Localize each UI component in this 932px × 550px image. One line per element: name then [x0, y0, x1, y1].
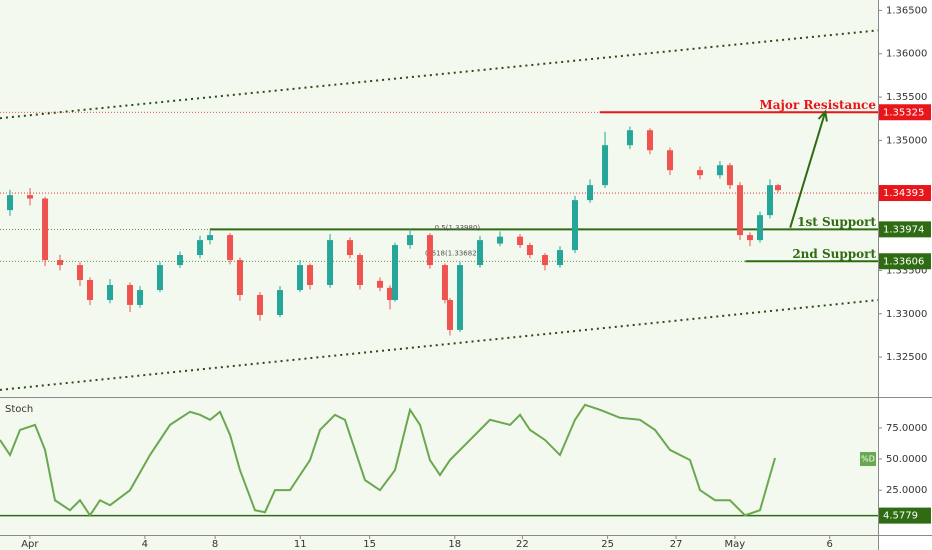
candle-body — [176, 255, 183, 266]
stoch-level-label: 4.5779 — [883, 511, 918, 522]
series-tag — [860, 452, 876, 467]
arrow-head — [817, 109, 828, 122]
candle-body — [746, 235, 753, 241]
candle-body — [137, 290, 144, 305]
y-tick-label: 1.33000 — [886, 309, 927, 320]
candle-body — [426, 235, 433, 266]
candle-body — [602, 145, 609, 186]
candle-body — [736, 185, 743, 236]
candle-body — [407, 235, 414, 246]
price-axis-bg — [878, 0, 932, 550]
price-box-label: 1.34393 — [883, 188, 924, 199]
candle-body — [297, 265, 304, 291]
candle-body — [346, 240, 353, 256]
x-tick-label: 4 — [142, 539, 148, 550]
candle-body — [107, 285, 114, 301]
candle-body — [726, 165, 733, 186]
x-tick-label: 6 — [827, 539, 833, 550]
candle-body — [626, 130, 633, 146]
candle-body — [541, 255, 548, 266]
x-tick-label: 27 — [670, 539, 683, 550]
x-tick-label: 11 — [294, 539, 307, 550]
candle-body — [307, 265, 314, 286]
stoch-title: Stoch — [5, 404, 33, 415]
candle-body — [76, 265, 83, 280]
y-tick-label: 1.36000 — [886, 49, 927, 60]
price-box — [879, 185, 931, 202]
x-tick-label: 15 — [363, 539, 376, 550]
stoch-level-box — [879, 507, 931, 524]
fib-label: 0.5(1.33980) — [435, 224, 481, 232]
candle-body — [774, 185, 781, 191]
level-text: 2nd Support — [792, 247, 876, 261]
price-box — [879, 253, 931, 270]
candle-body — [572, 200, 579, 251]
candle-body — [387, 287, 394, 301]
candle-body — [446, 300, 453, 330]
candle-body — [376, 280, 383, 288]
candle-body — [392, 245, 399, 301]
candle-body — [526, 245, 533, 256]
y-tick-label: 1.32500 — [886, 352, 927, 363]
candle-body — [441, 265, 448, 301]
candle-body — [156, 265, 163, 291]
price-box-label: 1.33606 — [883, 256, 924, 267]
y-tick-label: 1.36500 — [886, 5, 927, 16]
candle-body — [86, 279, 93, 301]
stoch-line — [0, 403, 776, 518]
candle-body — [227, 235, 234, 261]
arrow — [789, 111, 827, 229]
candle-body — [7, 195, 14, 211]
candle-body — [667, 150, 674, 171]
candle-body — [497, 236, 504, 244]
candle-body — [517, 236, 524, 246]
candle-body — [56, 260, 63, 266]
candle-body — [276, 290, 283, 315]
fib-label: 0.618(1.33682) — [425, 250, 480, 258]
price-box — [879, 221, 931, 238]
price-box-label: 1.33974 — [883, 224, 924, 235]
x-tick-label: 18 — [448, 539, 461, 550]
stoch-tick-label: 75.0000 — [886, 423, 927, 434]
candle-body — [27, 195, 34, 199]
level-text: Major Resistance — [759, 98, 876, 112]
x-tick-label: 25 — [601, 539, 614, 550]
candle-body — [256, 294, 263, 315]
candle-body — [42, 198, 49, 261]
level-text: 1st Support — [797, 215, 876, 229]
x-tick-label: Apr — [21, 539, 39, 550]
x-tick-label: May — [725, 539, 746, 550]
candle-body — [356, 255, 363, 286]
candle-body — [236, 260, 243, 295]
candle-body — [207, 235, 214, 241]
candle-body — [477, 240, 484, 266]
y-tick-label: 1.35000 — [886, 135, 927, 146]
candle-body — [697, 170, 704, 176]
price-box — [879, 104, 931, 121]
candle-body — [646, 130, 653, 151]
candle-body — [767, 185, 774, 216]
candle-body — [327, 240, 334, 286]
candle-body — [556, 250, 563, 266]
candle-body — [756, 215, 763, 241]
candle-body — [197, 240, 204, 256]
series-tag-label: %D — [861, 455, 875, 464]
x-tick-label: 8 — [212, 539, 218, 550]
stoch-tick-label: 25.0000 — [886, 485, 927, 496]
price-box-label: 1.35325 — [883, 107, 924, 118]
stoch-tick-label: 50.0000 — [886, 454, 927, 465]
candle-body — [456, 265, 463, 330]
y-tick-label: 1.35500 — [886, 92, 927, 103]
candle-body — [127, 285, 134, 305]
candle-body — [716, 165, 723, 176]
x-tick-label: 22 — [516, 539, 529, 550]
y-tick-label: 1.33500 — [886, 265, 927, 276]
candle-body — [587, 185, 594, 201]
